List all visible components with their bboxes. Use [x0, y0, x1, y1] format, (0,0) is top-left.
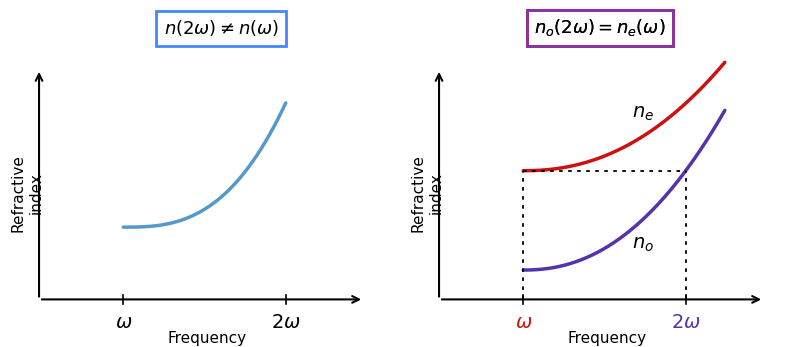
Text: $n_e$: $n_e$ — [632, 104, 654, 124]
Text: $n_o$: $n_o$ — [632, 235, 654, 254]
Text: $n_o(2\omega) = n_e(\omega)$: $n_o(2\omega) = n_e(\omega)$ — [534, 17, 666, 39]
Text: $\omega$: $\omega$ — [514, 313, 532, 332]
Text: Frequency: Frequency — [568, 331, 647, 346]
Text: $n_o(2\omega) = n_e(\omega)$: $n_o(2\omega) = n_e(\omega)$ — [534, 17, 666, 39]
Text: $2\omega$: $2\omega$ — [271, 313, 301, 332]
Text: $\omega$: $\omega$ — [114, 313, 132, 332]
Text: Refractive
index: Refractive index — [11, 154, 43, 232]
Text: $n(2\omega) \neq n(\omega)$: $n(2\omega) \neq n(\omega)$ — [164, 18, 278, 39]
Text: Refractive
index: Refractive index — [411, 154, 443, 232]
Text: $2\omega$: $2\omega$ — [671, 313, 701, 332]
Text: Frequency: Frequency — [168, 331, 247, 346]
